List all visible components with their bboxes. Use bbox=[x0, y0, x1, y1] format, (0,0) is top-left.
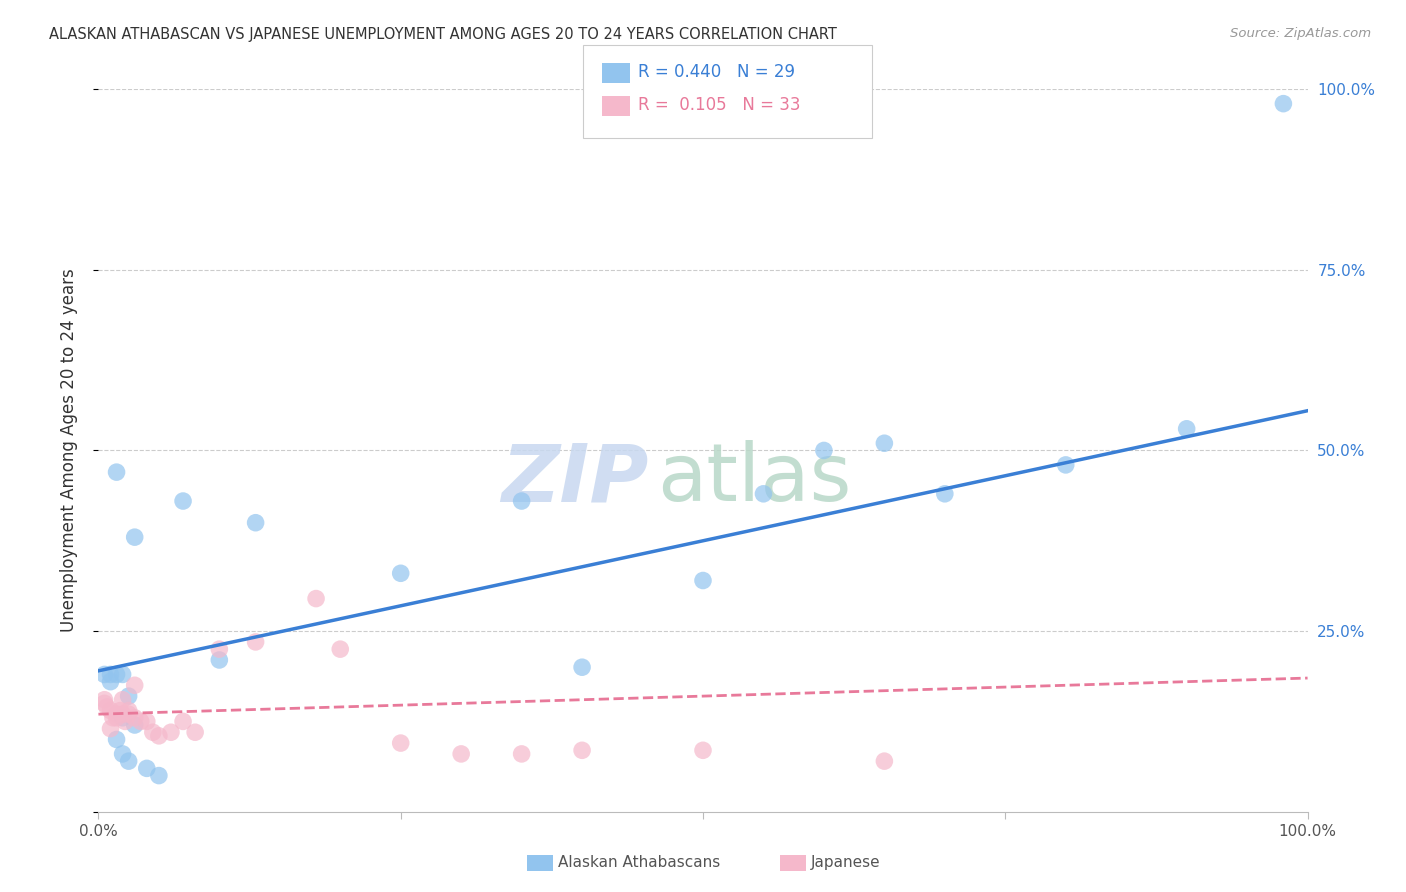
Point bbox=[873, 754, 896, 768]
Point bbox=[93, 692, 115, 706]
Point bbox=[118, 704, 141, 718]
Text: ALASKAN ATHABASCAN VS JAPANESE UNEMPLOYMENT AMONG AGES 20 TO 24 YEARS CORRELATIO: ALASKAN ATHABASCAN VS JAPANESE UNEMPLOYM… bbox=[49, 27, 837, 42]
Point bbox=[571, 660, 593, 674]
Point bbox=[450, 747, 472, 761]
Point bbox=[1175, 422, 1198, 436]
Point bbox=[105, 711, 128, 725]
Point bbox=[208, 653, 231, 667]
Point bbox=[135, 761, 157, 775]
Point bbox=[118, 689, 141, 703]
Text: atlas: atlas bbox=[657, 441, 852, 518]
Point bbox=[510, 747, 533, 761]
Point bbox=[389, 566, 412, 581]
Point bbox=[100, 722, 122, 736]
Point bbox=[114, 714, 136, 729]
Point bbox=[111, 711, 134, 725]
Point bbox=[111, 667, 134, 681]
Text: R =  0.105   N = 33: R = 0.105 N = 33 bbox=[638, 96, 801, 114]
Point bbox=[208, 642, 231, 657]
Point bbox=[111, 747, 134, 761]
Point bbox=[873, 436, 896, 450]
Y-axis label: Unemployment Among Ages 20 to 24 years: Unemployment Among Ages 20 to 24 years bbox=[59, 268, 77, 632]
Point bbox=[96, 700, 118, 714]
Point bbox=[934, 487, 956, 501]
Point bbox=[100, 674, 122, 689]
Point bbox=[245, 516, 267, 530]
Text: ZIP: ZIP bbox=[501, 441, 648, 518]
Point bbox=[108, 704, 131, 718]
Point bbox=[172, 494, 194, 508]
Point bbox=[135, 714, 157, 729]
Text: Source: ZipAtlas.com: Source: ZipAtlas.com bbox=[1230, 27, 1371, 40]
Point bbox=[172, 714, 194, 729]
Point bbox=[1272, 96, 1295, 111]
Point bbox=[105, 667, 128, 681]
Point bbox=[813, 443, 835, 458]
Text: Japanese: Japanese bbox=[811, 855, 882, 870]
Point bbox=[118, 707, 141, 722]
Point bbox=[105, 465, 128, 479]
Point bbox=[129, 714, 152, 729]
Point bbox=[329, 642, 352, 657]
Point bbox=[105, 732, 128, 747]
Point bbox=[111, 692, 134, 706]
Point bbox=[305, 591, 328, 606]
Text: Alaskan Athabascans: Alaskan Athabascans bbox=[558, 855, 720, 870]
Point bbox=[692, 743, 714, 757]
Point bbox=[118, 754, 141, 768]
Point bbox=[160, 725, 183, 739]
Point bbox=[111, 707, 134, 722]
Point bbox=[142, 725, 165, 739]
Point bbox=[100, 667, 122, 681]
Point bbox=[752, 487, 775, 501]
Point bbox=[148, 769, 170, 783]
Text: R = 0.440   N = 29: R = 0.440 N = 29 bbox=[638, 63, 796, 81]
Point bbox=[148, 729, 170, 743]
Point bbox=[124, 530, 146, 544]
Point bbox=[105, 707, 128, 722]
Point bbox=[510, 494, 533, 508]
Point bbox=[124, 711, 146, 725]
Point bbox=[93, 667, 115, 681]
Point bbox=[571, 743, 593, 757]
Point bbox=[1054, 458, 1077, 472]
Point bbox=[692, 574, 714, 588]
Point bbox=[100, 704, 122, 718]
Point bbox=[184, 725, 207, 739]
Point bbox=[389, 736, 412, 750]
Point bbox=[124, 718, 146, 732]
Point bbox=[101, 711, 124, 725]
Point bbox=[245, 635, 267, 649]
Point bbox=[124, 678, 146, 692]
Point bbox=[93, 696, 115, 710]
